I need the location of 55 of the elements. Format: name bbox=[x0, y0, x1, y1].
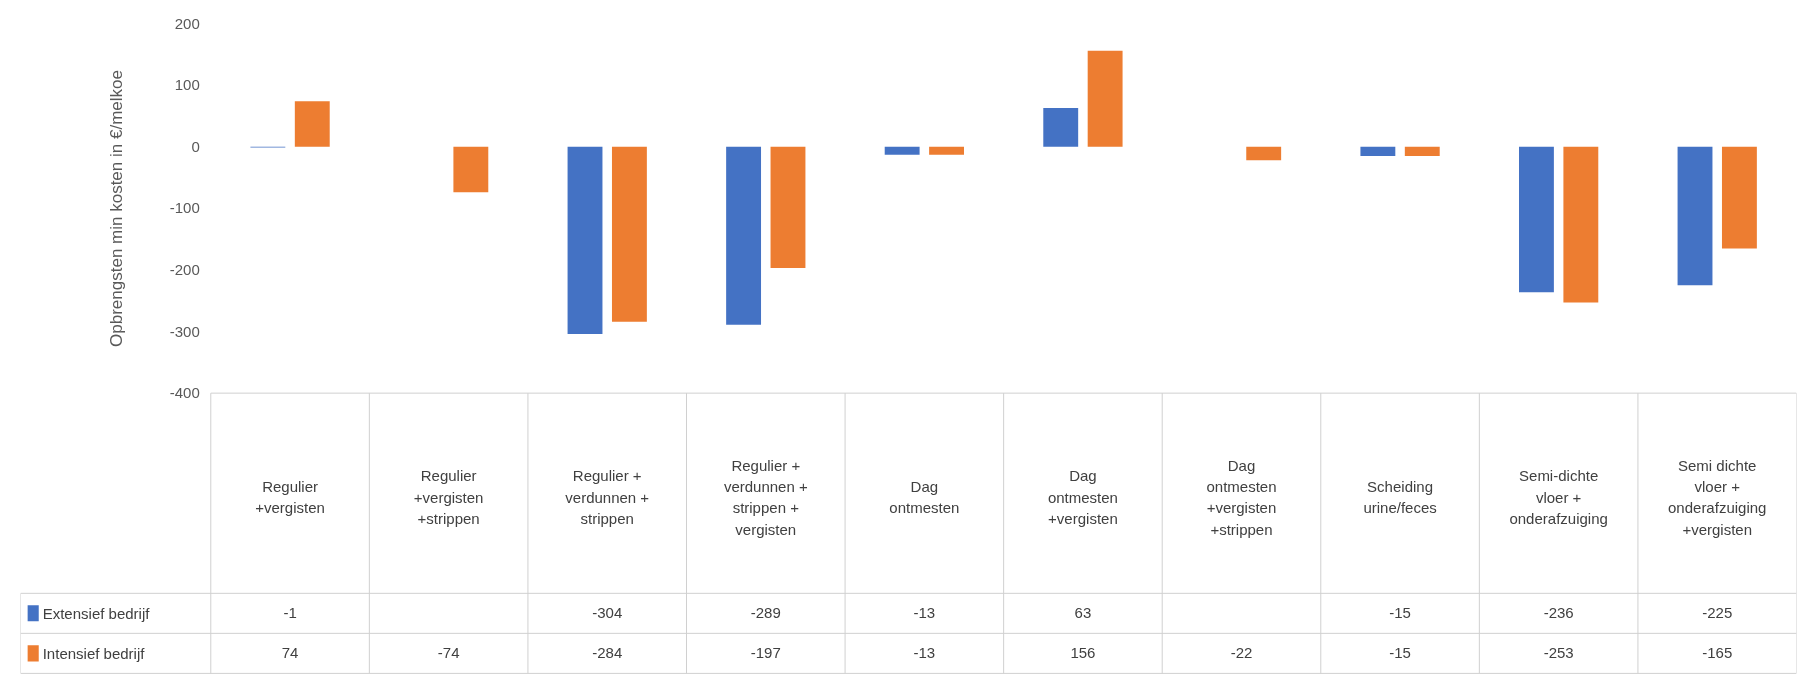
data-label: -253 bbox=[1543, 644, 1574, 662]
y-tick-label: 200 bbox=[174, 14, 200, 32]
bar bbox=[1087, 50, 1123, 147]
data-label: -1 bbox=[283, 604, 297, 622]
y-tick-label: -200 bbox=[169, 260, 200, 278]
data-label: -13 bbox=[913, 644, 936, 662]
data-label: -225 bbox=[1702, 604, 1733, 622]
bar bbox=[1563, 146, 1599, 303]
data-label: -22 bbox=[1230, 644, 1253, 662]
x-tick-label: Dag ontmesten +vergisten +strippen bbox=[1206, 456, 1277, 538]
bar bbox=[1677, 146, 1713, 286]
data-label: 63 bbox=[1074, 604, 1092, 622]
data-label: -74 bbox=[437, 644, 460, 662]
y-axis-title: Opbrengsten min kosten in €/melkoe bbox=[107, 70, 127, 347]
x-tick-label: Scheiding urine/feces bbox=[1363, 478, 1437, 517]
x-tick-label: Regulier + verdunnen + strippen + vergisten bbox=[723, 456, 808, 538]
data-label: 156 bbox=[1070, 644, 1096, 662]
x-tick-label: Dag ontmesten bbox=[889, 478, 960, 517]
x-tick-label: Regulier + verdunnen + strippen bbox=[565, 467, 650, 527]
data-label: -236 bbox=[1543, 604, 1574, 622]
legend-label: Extensief bedrijf bbox=[42, 604, 151, 622]
bar bbox=[294, 101, 330, 147]
data-label: -15 bbox=[1389, 604, 1411, 622]
y-tick-label: -100 bbox=[169, 199, 200, 217]
data-label: -284 bbox=[592, 644, 623, 662]
bar bbox=[1360, 146, 1396, 157]
x-tick-label: Dag ontmesten +vergisten bbox=[1047, 467, 1118, 527]
bar bbox=[1721, 146, 1757, 249]
bar bbox=[1404, 146, 1440, 157]
x-tick-label: Semi-dichte vloer + onderafzuiging bbox=[1509, 467, 1608, 527]
y-tick-label: -400 bbox=[169, 384, 200, 402]
bar bbox=[1519, 146, 1554, 293]
x-tick-label: Regulier +vergisten +strippen bbox=[413, 467, 484, 527]
data-label: -13 bbox=[913, 604, 936, 622]
data-label: -304 bbox=[592, 604, 623, 622]
data-label: -289 bbox=[750, 604, 781, 622]
bar bbox=[929, 146, 964, 155]
bar bbox=[884, 146, 920, 155]
bar bbox=[453, 146, 489, 193]
y-tick-label: 100 bbox=[174, 76, 200, 94]
y-tick-label: -300 bbox=[169, 322, 200, 340]
x-tick-label: Semi dichte vloer + onderafzuiging +vergisten bbox=[1668, 456, 1767, 538]
x-tick-label: Regulier +vergisten bbox=[255, 478, 325, 517]
bar bbox=[770, 146, 806, 269]
data-label: 74 bbox=[281, 644, 299, 662]
bar bbox=[726, 146, 762, 325]
data-label: -165 bbox=[1702, 644, 1733, 662]
y-tick-label: 0 bbox=[191, 137, 200, 155]
data-label: -197 bbox=[750, 644, 781, 662]
bar bbox=[611, 146, 647, 322]
bar bbox=[1246, 146, 1282, 161]
bar bbox=[567, 146, 603, 335]
bar bbox=[1043, 107, 1079, 147]
legend-label: Intensief bedrijf bbox=[42, 644, 146, 662]
data-label: -15 bbox=[1389, 644, 1411, 662]
